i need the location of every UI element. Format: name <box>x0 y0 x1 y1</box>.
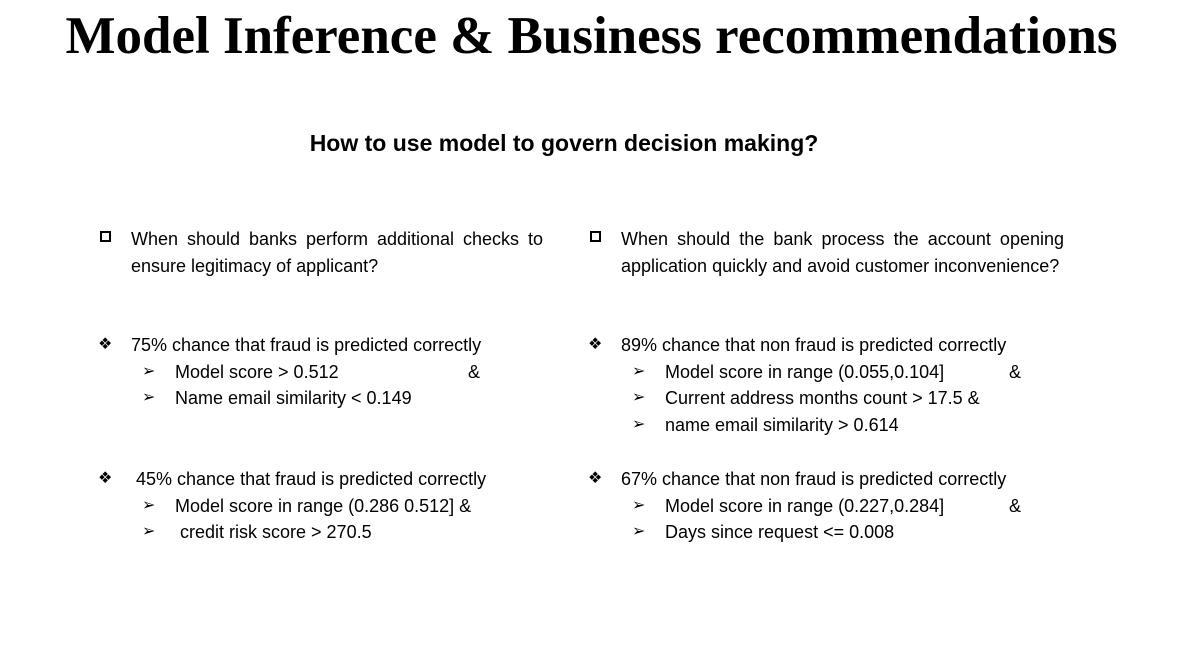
four-diamond-icon: ❖ <box>588 336 603 353</box>
left-stat-1-text: 75% chance that fraud is predicted corre… <box>131 335 482 355</box>
right-condition-1-1: ➢ Model score in range (0.055,0.104] & <box>588 359 1064 386</box>
right-condition-1-2-text: Current address months count > 17.5 & <box>665 388 980 409</box>
arrowhead-icon: ➢ <box>142 496 156 514</box>
arrowhead-icon: ➢ <box>632 362 646 380</box>
right-question: When should the bank process the account… <box>588 226 1064 279</box>
left-condition-2-1-text: Model score in range (0.286 0.512] & <box>175 495 472 516</box>
left-question: When should banks perform additional che… <box>98 226 543 279</box>
right-condition-1-1-amp: & <box>1009 361 1022 382</box>
left-condition-1-2: ➢ Name email similarity < 0.149 <box>98 385 543 412</box>
arrowhead-icon: ➢ <box>632 416 646 434</box>
arrowhead-icon: ➢ <box>142 389 156 407</box>
right-condition-2-2-text: Days since request <= 0.008 <box>665 522 895 543</box>
left-condition-2-2-text: credit risk score > 270.5 <box>175 522 372 543</box>
right-condition-1-3-text: name email similarity > 0.614 <box>665 415 899 436</box>
left-column: When should banks perform additional che… <box>98 226 543 542</box>
left-condition-1-1-text: Model score > 0.512 <box>175 361 339 382</box>
left-stat-2: ❖ 45% chance that fraud is predicted cor… <box>98 466 543 493</box>
checkbox-square-icon <box>100 231 111 242</box>
right-condition-2-1: ➢ Model score in range (0.227,0.284] & <box>588 493 1064 520</box>
right-question-text: When should the bank process the account… <box>621 229 1064 276</box>
right-stat-1-text: 89% chance that non fraud is predicted c… <box>621 335 1007 355</box>
right-condition-1-2: ➢ Current address months count > 17.5 & <box>588 385 1064 412</box>
right-stat-2: ❖ 67% chance that non fraud is predicted… <box>588 466 1064 493</box>
left-stat-2-text: 45% chance that fraud is predicted corre… <box>136 469 487 489</box>
four-diamond-icon: ❖ <box>98 336 113 353</box>
right-condition-1-1-text: Model score in range (0.055,0.104] <box>665 361 945 382</box>
left-condition-2-1: ➢ Model score in range (0.286 0.512] & <box>98 493 543 520</box>
slide-title: Model Inference & Business recommendatio… <box>65 7 1118 65</box>
four-diamond-icon: ❖ <box>588 470 603 487</box>
slide-subtitle: How to use model to govern decision maki… <box>309 130 819 156</box>
right-group-2: ❖ 67% chance that non fraud is predicted… <box>588 466 1064 546</box>
right-condition-2-1-text: Model score in range (0.227,0.284] <box>665 495 945 516</box>
left-question-text: When should banks perform additional che… <box>131 229 543 276</box>
left-group-1: ❖ 75% chance that fraud is predicted cor… <box>98 332 543 412</box>
right-condition-2-2: ➢ Days since request <= 0.008 <box>588 519 1064 546</box>
right-condition-2-1-amp: & <box>1009 495 1022 516</box>
right-group-1: ❖ 89% chance that non fraud is predicted… <box>588 332 1064 439</box>
arrowhead-icon: ➢ <box>632 496 646 514</box>
arrowhead-icon: ➢ <box>142 362 156 380</box>
left-stat-1: ❖ 75% chance that fraud is predicted cor… <box>98 332 543 359</box>
left-group-2: ❖ 45% chance that fraud is predicted cor… <box>98 466 543 546</box>
right-stat-1: ❖ 89% chance that non fraud is predicted… <box>588 332 1064 359</box>
arrowhead-icon: ➢ <box>632 389 646 407</box>
right-column: When should the bank process the account… <box>588 226 1064 542</box>
arrowhead-icon: ➢ <box>142 523 156 541</box>
arrowhead-icon: ➢ <box>632 523 646 541</box>
left-condition-1-2-text: Name email similarity < 0.149 <box>175 388 412 409</box>
four-diamond-icon: ❖ <box>98 470 113 487</box>
left-condition-2-2: ➢ credit risk score > 270.5 <box>98 519 543 546</box>
right-stat-2-text: 67% chance that non fraud is predicted c… <box>621 469 1007 489</box>
right-condition-1-3: ➢ name email similarity > 0.614 <box>588 412 1064 439</box>
checkbox-square-icon <box>590 231 601 242</box>
left-condition-1-1: ➢ Model score > 0.512 & <box>98 359 543 386</box>
left-condition-1-1-amp: & <box>468 361 481 382</box>
